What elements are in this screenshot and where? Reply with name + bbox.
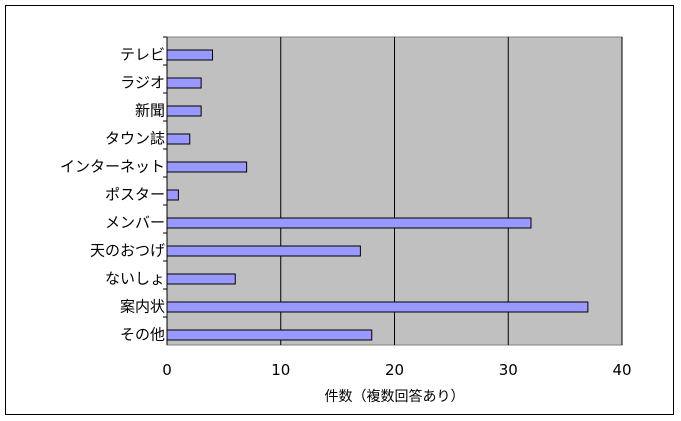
x-tick-labels: 0 10 20 30 40: [162, 361, 631, 379]
bar-1: [166, 77, 202, 89]
category-label: その他: [120, 326, 165, 344]
bar-8: [166, 273, 236, 285]
bar-3: [166, 133, 191, 145]
bar-7: [166, 245, 361, 257]
bar-9: [166, 301, 589, 313]
bar-2: [166, 105, 202, 117]
x-tick-label: 20: [385, 361, 404, 379]
category-label: タウン誌: [105, 130, 165, 148]
category-label: 案内状: [120, 298, 165, 316]
category-label: ポスター: [105, 186, 165, 204]
category-label: テレビ: [120, 46, 165, 64]
bars: [166, 49, 589, 341]
category-label: メンバー: [105, 214, 165, 232]
x-tick-label: 40: [612, 361, 631, 379]
category-label: インターネット: [60, 158, 165, 176]
category-labels: テレビラジオ新聞タウン誌インターネットポスターメンバー天のおつげないしょ案内状そ…: [60, 36, 167, 344]
bar-0: [166, 49, 213, 61]
category-label: ラジオ: [120, 74, 165, 92]
bar-10: [166, 329, 373, 341]
category-label: 天のおつげ: [90, 242, 165, 260]
category-label: 新聞: [135, 102, 165, 120]
bar-5: [166, 189, 179, 201]
x-tick-label: 30: [499, 361, 518, 379]
bar-6: [166, 217, 532, 229]
category-label: ないしょ: [105, 270, 165, 288]
x-tick-label: 0: [162, 361, 172, 379]
bar-4: [166, 161, 248, 173]
x-axis-title: 件数（複数回答あり）: [325, 388, 465, 405]
x-tick-label: 10: [271, 361, 290, 379]
